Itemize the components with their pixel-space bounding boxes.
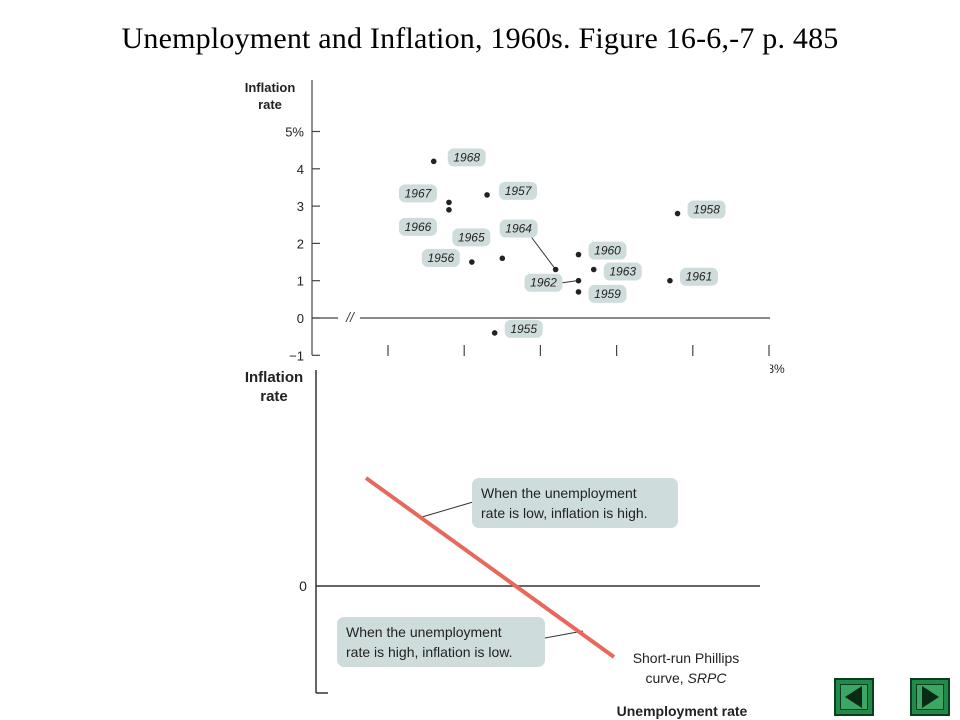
data-point-1960 [575,251,582,258]
previous-slide-button[interactable] [834,678,874,716]
point-label-bubble [499,181,538,200]
top-y-tick-label: −1 [289,348,304,363]
point-label-bubble [687,200,726,219]
point-leader-1962 [562,280,577,284]
point-label-1959: 1959 [594,287,621,301]
point-label-1967: 1967 [405,186,433,200]
top-y-tick-label: 2 [297,236,304,251]
data-point-1956 [469,259,475,265]
srpc-curve [364,476,616,659]
annotation-low-line2: rate is low, inflation is high. [481,505,648,521]
point-label-bubble [588,284,627,303]
point-label-bubble [398,217,437,236]
next-slide-button[interactable] [910,678,950,716]
bottom-y-axis-label-line2: rate [260,388,288,405]
annotation-high-box [337,617,545,667]
srpc-label-curve: curve, [646,670,688,686]
top-y-tick-label: 5% [285,125,304,140]
point-label-1957: 1957 [505,184,533,198]
annotation-low-box [472,478,678,528]
point-label-bubble [603,262,642,281]
data-point-1962 [575,277,582,284]
bottom-phillips-chart: Inflation rate 0 When the unemployment r… [230,364,770,719]
annotation-low-line1: When the unemployment [481,485,637,501]
annotation-low-unemployment: When the unemployment rate is low, infla… [421,478,678,528]
point-label-1966: 1966 [405,220,432,234]
top-y-tick-label: 0 [297,311,304,326]
point-label-1955: 1955 [510,322,537,336]
point-label-1958: 1958 [693,203,720,217]
data-point-1965 [499,255,506,262]
annotation-low-leader [421,501,474,518]
triangle-left-icon [845,686,862,708]
bottom-x-axis-label: Unemployment rate [617,703,748,719]
point-label-bubble [504,319,543,338]
slide-title: Unemployment and Inflation, 1960s. Figur… [121,22,839,55]
point-label-bubble [447,148,486,167]
point-leader-1964 [531,237,557,270]
triangle-right-icon [922,686,939,708]
point-label-bubble [452,228,491,247]
top-x-ticks [387,345,770,356]
point-label-bubble [588,241,627,260]
point-label-1961: 1961 [686,270,713,284]
top-y-tick-label: 3 [297,199,304,214]
annotation-high-line2: rate is high, inflation is low. [346,644,513,660]
point-label-1963: 1963 [609,265,636,279]
point-label-bubble [499,219,538,238]
point-label-1960: 1960 [594,244,621,258]
bottom-y-axis-label-line1: Inflation [245,369,303,386]
data-point-1963 [590,266,597,273]
top-points: 1968 1967 1966 1957 1965 1956 1964 1960 1963 1962… [398,148,726,338]
point-label-bubble [524,273,563,292]
top-y-tick-label: 4 [297,162,304,177]
data-point-1966 [446,207,452,213]
data-point-1955 [491,330,498,336]
data-point-1958 [674,210,681,217]
point-label-1962: 1962 [530,276,557,290]
data-point-1961 [667,277,673,284]
data-point-1967 [446,199,452,206]
axis-break-mark: // [345,309,356,325]
point-label-1956: 1956 [427,251,454,265]
point-label-1968: 1968 [453,150,480,164]
data-point-1959 [575,289,582,295]
top-y-axis-label-line1: Inflation [245,80,296,95]
data-point-1957 [484,192,490,198]
top-y-ticks: 5% 4 3 2 1 0 −1 [285,125,320,363]
top-x-tick-label-last: 8% [767,362,785,376]
data-point-1964 [552,266,559,273]
point-label-1965: 1965 [458,230,485,244]
srpc-label-italic: SRPC [688,670,728,686]
next-button-face [916,684,944,710]
point-label-bubble [421,249,460,268]
point-label-1964: 1964 [505,222,532,236]
data-point-1968 [430,158,437,165]
top-y-tick-label: 1 [297,274,304,289]
bottom-header-mask [230,364,770,404]
top-y-axis-label-line2: rate [258,97,282,112]
point-label-bubble [398,184,437,203]
zero-label: 0 [299,578,307,594]
point-label-bubble [679,267,718,286]
annotation-high-unemployment: When the unemployment rate is high, infl… [337,617,584,667]
srpc-label-line1: Short-run Phillips [633,650,740,666]
srpc-label-line2: curve, SRPC [646,670,728,686]
annotation-high-line1: When the unemployment [346,624,502,640]
